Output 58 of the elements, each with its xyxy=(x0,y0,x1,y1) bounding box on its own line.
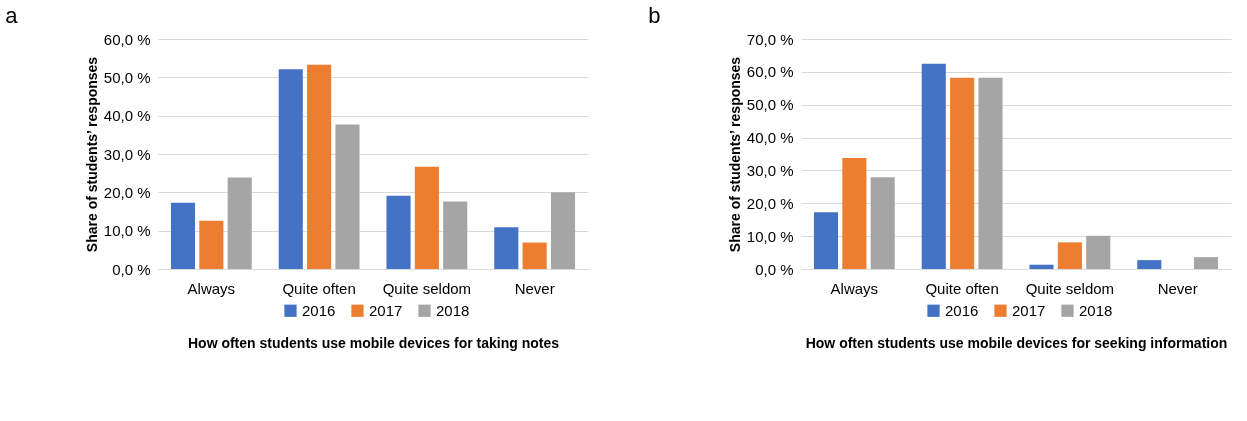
bar xyxy=(1057,242,1082,269)
y-tick-label: 60,0 % xyxy=(746,63,794,81)
legend-label: 2017 xyxy=(1012,301,1046,319)
bar xyxy=(335,124,360,269)
bar xyxy=(870,177,895,269)
y-tick-label: 60,0 % xyxy=(103,30,151,48)
x-tick-label: Quite often xyxy=(925,279,999,297)
y-axis-title: Share of students’ responses xyxy=(83,56,100,253)
y-axis-title: Share of students’ responses xyxy=(726,56,743,253)
y-tick-label: 0,0 % xyxy=(112,260,151,278)
y-tick-label: 40,0 % xyxy=(746,129,794,147)
legend-label: 2018 xyxy=(436,301,470,319)
y-tick-label: 50,0 % xyxy=(746,96,794,114)
y-tick-label: 0,0 % xyxy=(755,260,794,278)
bar xyxy=(550,192,576,269)
legend-label: 2018 xyxy=(1079,301,1113,319)
bar xyxy=(494,227,519,269)
x-axis-title: How often students use mobile devices for taking notes xyxy=(187,334,560,351)
y-tick-label: 50,0 % xyxy=(103,68,151,86)
x-tick-label: Never xyxy=(514,279,555,297)
bar xyxy=(307,64,332,269)
bar xyxy=(386,195,411,269)
bar xyxy=(1029,264,1054,269)
x-axis-title: How often students use mobile devices for seeking information xyxy=(805,334,1228,351)
x-tick-label: Never xyxy=(1157,279,1198,297)
bar xyxy=(170,202,196,269)
y-tick-label: 20,0 % xyxy=(103,183,151,201)
chart-title: a xyxy=(5,3,19,28)
bar xyxy=(522,242,547,269)
bar xyxy=(1137,260,1162,269)
legend-label: 2017 xyxy=(369,301,403,319)
bar xyxy=(842,157,867,269)
bar xyxy=(950,77,975,269)
y-tick-label: 20,0 % xyxy=(746,194,794,212)
bar xyxy=(443,201,468,269)
legend-label: 2016 xyxy=(945,301,979,319)
bar xyxy=(227,177,252,269)
y-tick-label: 10,0 % xyxy=(103,222,151,240)
x-tick-label: Always xyxy=(830,279,879,297)
y-tick-label: 30,0 % xyxy=(103,145,151,163)
bar xyxy=(199,220,224,269)
bar xyxy=(921,63,946,269)
y-tick-label: 70,0 % xyxy=(746,30,794,48)
x-tick-label: Quite seldom xyxy=(1025,279,1115,297)
legend-label: 2016 xyxy=(302,301,336,319)
chart-title: b xyxy=(648,3,661,28)
bar xyxy=(1086,235,1111,269)
x-tick-label: Quite seldom xyxy=(382,279,472,297)
y-tick-label: 30,0 % xyxy=(746,161,794,179)
bar xyxy=(1193,257,1219,269)
x-tick-label: Always xyxy=(187,279,236,297)
bar xyxy=(414,166,439,269)
x-tick-label: Quite often xyxy=(282,279,356,297)
bar xyxy=(978,77,1003,269)
y-tick-label: 10,0 % xyxy=(746,227,794,245)
bar xyxy=(813,212,839,269)
y-tick-label: 40,0 % xyxy=(103,107,151,125)
bar xyxy=(278,69,303,269)
